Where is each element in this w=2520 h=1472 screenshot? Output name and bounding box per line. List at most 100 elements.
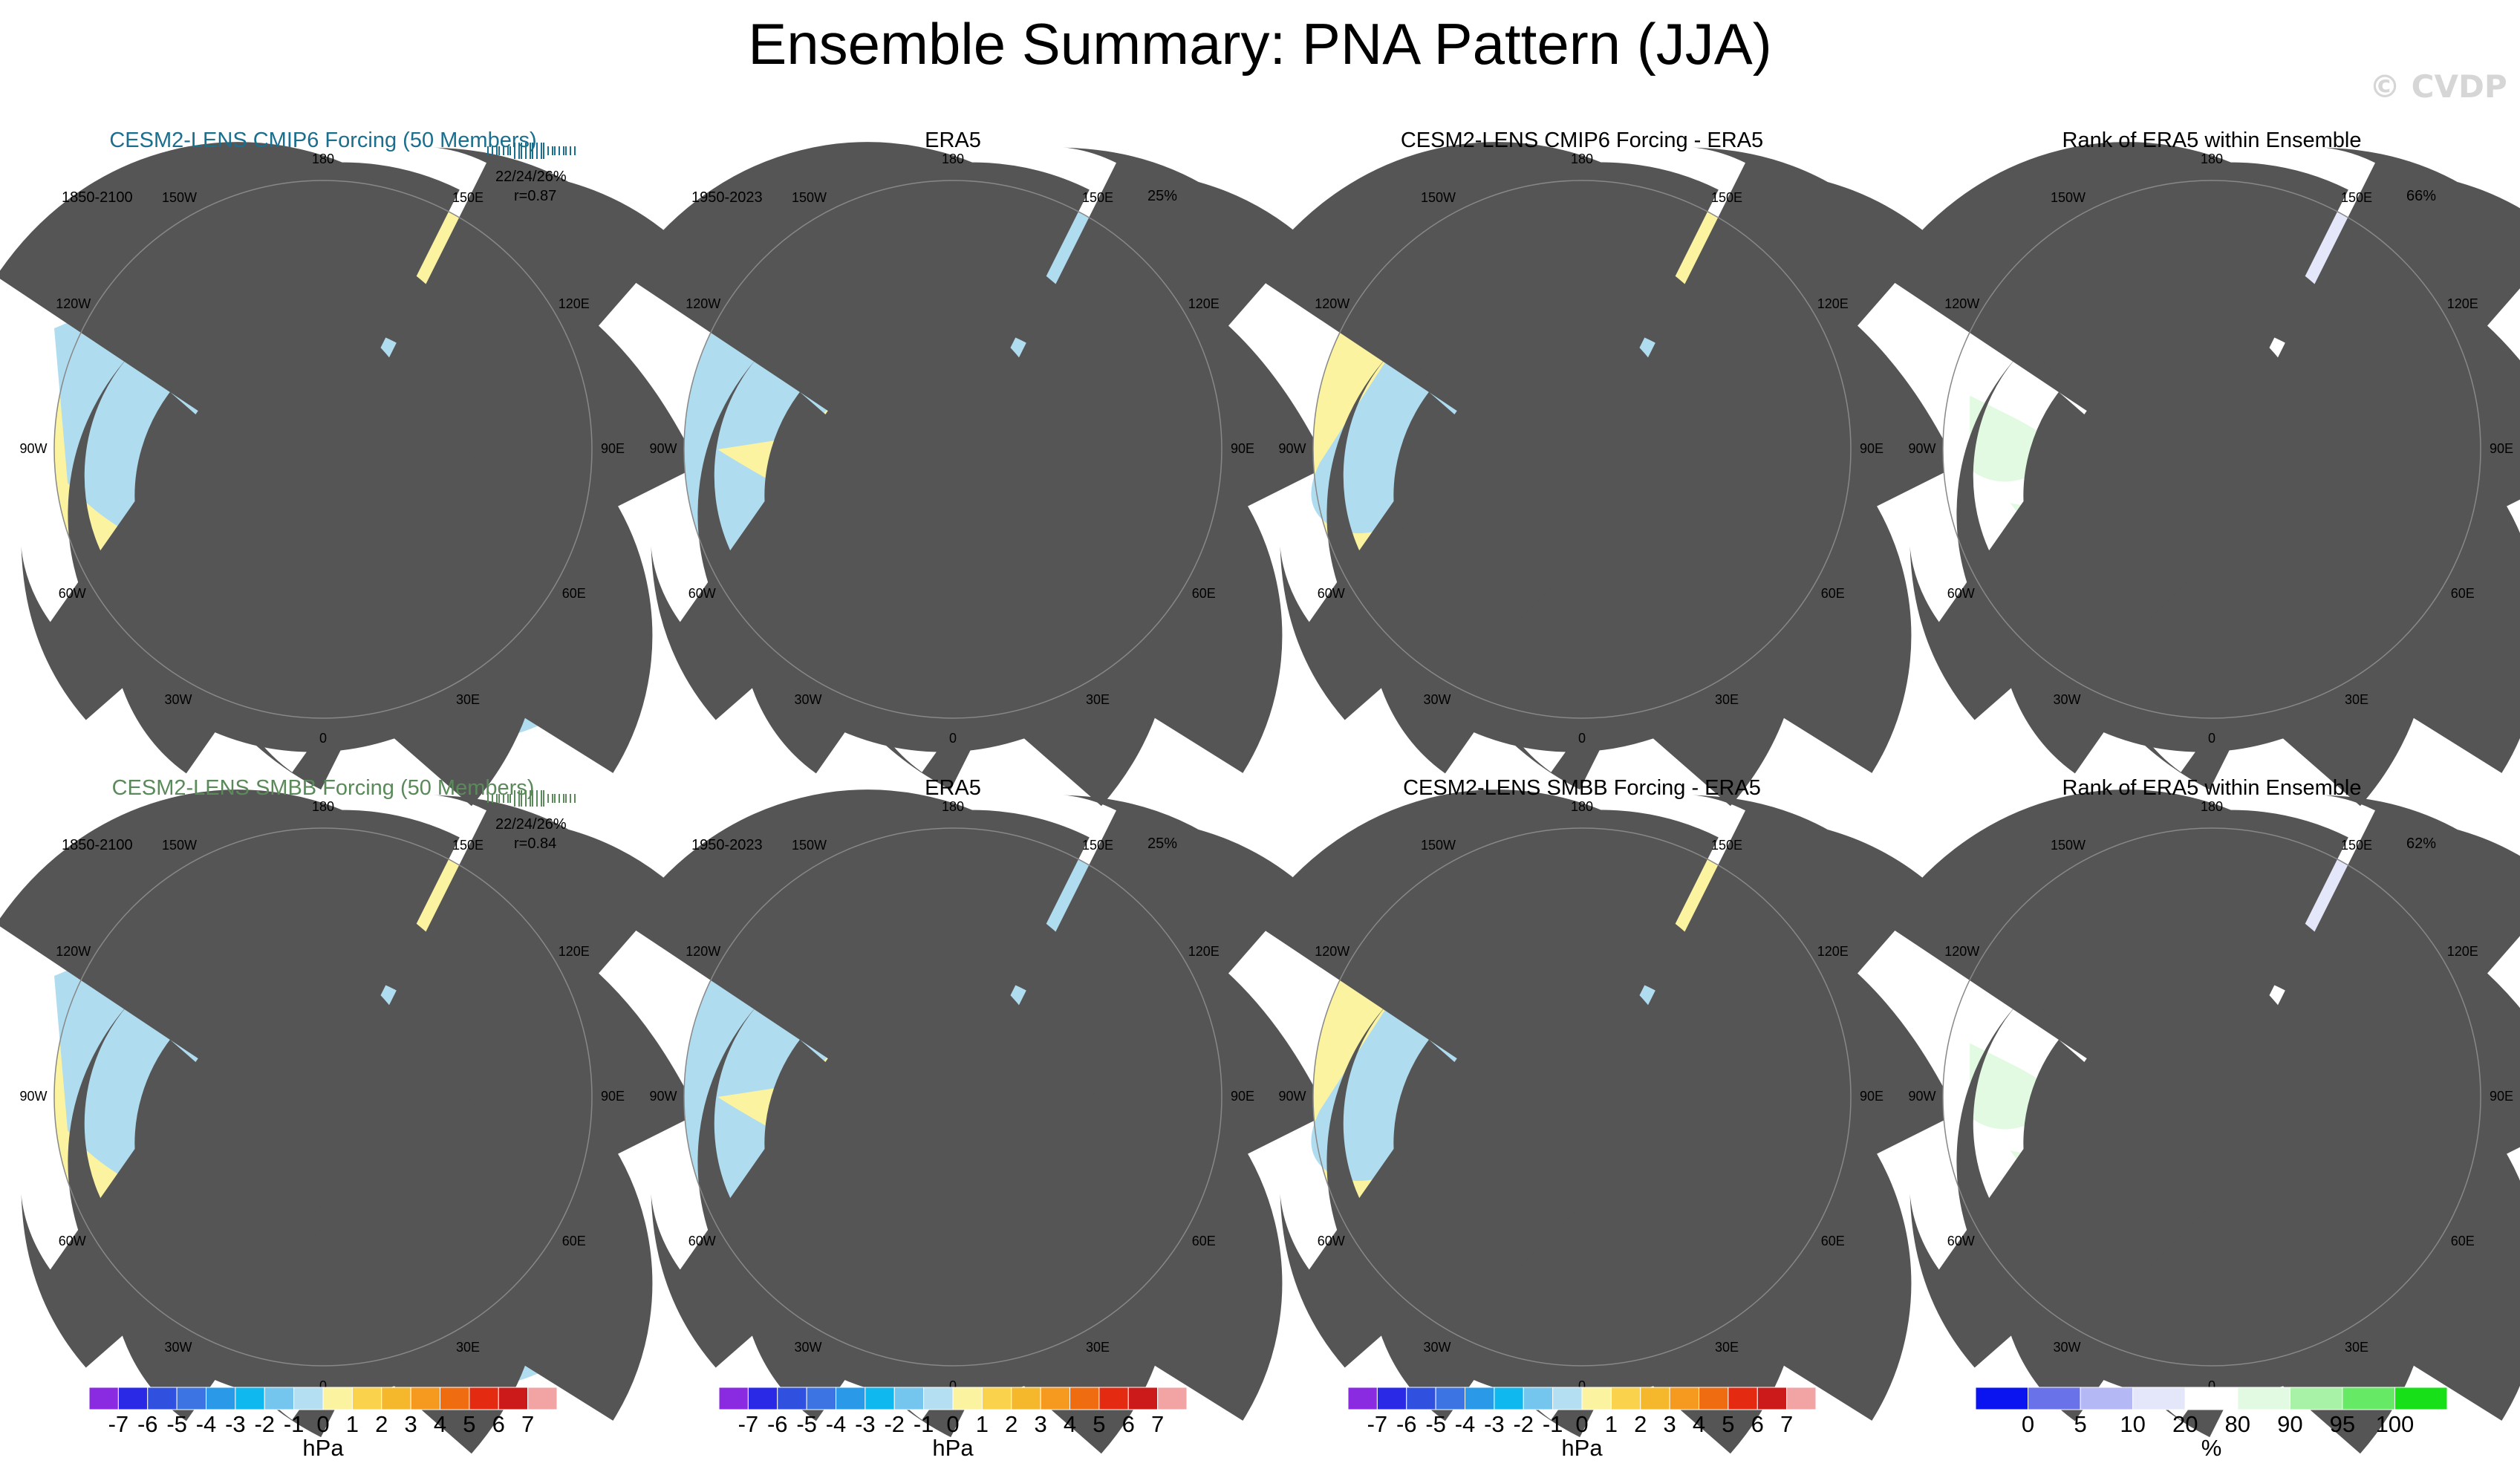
colorbar-swatch (176, 1387, 206, 1410)
colorbar-swatch (806, 1387, 836, 1410)
watermark: © CVDP (2369, 68, 2507, 105)
colorbar-unit: % (2201, 1435, 2222, 1461)
colorbar-swatch (1157, 1387, 1188, 1410)
colorbar-tick-label: -6 (766, 1411, 788, 1437)
panel-title: CESM2-LENS SMBB Forcing (50 Members) (111, 776, 535, 800)
colorbar-tick-label: 2 (1005, 1411, 1018, 1437)
colorbar-tick-label: 4 (1063, 1411, 1077, 1437)
member-tick (543, 790, 544, 807)
longitude-label: 30E (455, 1339, 481, 1355)
longitude-label: 90E (2489, 1089, 2514, 1104)
colorbar-tick-label: -6 (1396, 1411, 1417, 1437)
member-tick (514, 790, 515, 807)
obs-percent: 25% (1147, 188, 1178, 204)
longitude-label: 60E (2450, 586, 2475, 601)
colorbar-unit: hPa (1561, 1435, 1603, 1461)
colorbar-tick-label: 10 (2120, 1411, 2146, 1437)
member-tick (492, 794, 493, 803)
member-tick (525, 790, 527, 807)
longitude-label: 90W (1278, 1089, 1306, 1104)
member-tick (530, 790, 531, 807)
longitude-label: 0 (948, 731, 957, 746)
colorbar-swatch (1581, 1387, 1612, 1410)
longitude-label: 150E (1081, 838, 1114, 853)
longitude-label: 90W (649, 441, 677, 456)
coastlines (1421, 1003, 1792, 1312)
colorbar-swatch (1669, 1387, 1699, 1410)
member-tick (518, 143, 520, 159)
longitude-label: 120E (1188, 944, 1220, 959)
longitude-label: 120W (1315, 296, 1350, 311)
colorbar-tick-label: 7 (1780, 1411, 1794, 1437)
longitude-label: 150E (452, 838, 484, 853)
colorbar-tick-label: 0 (2021, 1411, 2035, 1437)
colorbar-swatch (2184, 1387, 2239, 1410)
longitude-label: 60W (58, 1234, 86, 1248)
longitude-label: 120W (1944, 944, 1980, 959)
colorbar-swatch (777, 1387, 807, 1410)
colorbar-swatch (88, 1387, 119, 1410)
colorbar-swatch (2237, 1387, 2291, 1410)
longitude-label: 60E (1191, 1234, 1216, 1248)
colorbar-tick-label: -6 (137, 1411, 158, 1437)
colorbar-tick-label: -3 (225, 1411, 246, 1437)
longitude-label: 30W (164, 691, 192, 707)
member-tick (503, 794, 504, 803)
longitude-label: 30W (794, 691, 822, 707)
colorbar-tick-label: 3 (404, 1411, 417, 1437)
colorbar-tick-label: 95 (2329, 1411, 2356, 1437)
longitude-label: 60E (1820, 1234, 1845, 1248)
longitude-label: 60W (1947, 586, 1975, 601)
longitude-label: 180 (1570, 152, 1594, 166)
member-tick (541, 790, 542, 807)
panel-title: ERA5 (925, 128, 981, 152)
colorbar-swatch (117, 1387, 149, 1410)
colorbar-tick-label: -4 (195, 1411, 217, 1437)
panel-title: CESM2-LENS CMIP6 Forcing (50 Members) (109, 128, 537, 152)
colorbar-tick-label: -5 (1425, 1411, 1446, 1437)
panel-title: Rank of ERA5 within Ensemble (2062, 776, 2362, 800)
colorbar-tick-label: 5 (1093, 1411, 1106, 1437)
colorbar-tick-label: 5 (1722, 1411, 1735, 1437)
colorbar-swatch (1069, 1387, 1100, 1410)
colorbar-swatch (440, 1387, 470, 1410)
member-tick (554, 794, 556, 803)
member-tick (563, 146, 564, 155)
longitude-label: 90W (19, 1089, 48, 1104)
longitude-label: 60W (688, 1234, 716, 1248)
longitude-label: 30E (455, 691, 481, 707)
colorbar-swatch (1640, 1387, 1670, 1410)
coastlines (162, 355, 533, 664)
longitude-label: 30E (1714, 691, 1739, 707)
colorbar-swatch (351, 1387, 382, 1410)
member-tick (496, 146, 498, 155)
colorbar-swatch (1699, 1387, 1729, 1410)
map-panel-r1-c1 (684, 828, 1222, 1366)
colorbar-tick-label: -1 (283, 1411, 305, 1437)
longitude-label: 150E (1081, 190, 1114, 206)
member-tick (552, 146, 553, 155)
map-border (1312, 180, 1852, 719)
colorbar-tick-label: 2 (375, 1411, 388, 1437)
member-tick (509, 146, 511, 155)
member-tick (547, 794, 549, 803)
colorbar-swatch (1523, 1387, 1554, 1410)
longitude-label: 150E (452, 190, 484, 206)
member-tick (487, 146, 489, 155)
coastlines (792, 1003, 1163, 1312)
member-tick (565, 146, 567, 155)
colorbar-tick-label: -2 (254, 1411, 276, 1437)
map-panel-r0-c1 (684, 180, 1222, 718)
colorbar-swatch (469, 1387, 499, 1410)
colorbar-tick-label: 1 (345, 1411, 359, 1437)
model-stats: 22/24/26% (495, 169, 567, 185)
colorbar-2 (718, 1387, 1188, 1410)
map-border (683, 180, 1222, 719)
member-tick (503, 146, 504, 155)
colorbar-tick-label: -2 (884, 1411, 905, 1437)
longitude-label: 30E (1085, 691, 1110, 707)
longitude-label: 30E (1714, 1339, 1739, 1355)
longitude-label: 0 (1578, 731, 1586, 746)
longitude-label: 90E (600, 1089, 625, 1104)
colorbar-swatch (381, 1387, 411, 1410)
